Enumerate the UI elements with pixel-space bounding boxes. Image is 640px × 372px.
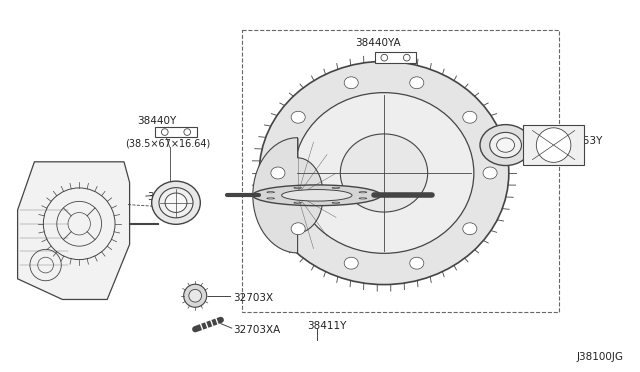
Ellipse shape [463,223,477,235]
Ellipse shape [259,61,509,285]
Ellipse shape [294,187,301,189]
Ellipse shape [344,77,358,89]
Text: 38411Y: 38411Y [307,321,347,331]
Text: (45×75×19.60): (45×75×19.60) [348,68,424,77]
Text: (38.5×67×16.64): (38.5×67×16.64) [125,138,210,148]
Ellipse shape [165,193,187,212]
Bar [155,127,197,137]
Ellipse shape [410,77,424,89]
Circle shape [189,289,202,302]
Ellipse shape [340,134,428,212]
Text: x6: x6 [535,131,547,141]
Ellipse shape [332,187,340,189]
Ellipse shape [483,167,497,179]
Ellipse shape [291,111,305,123]
Ellipse shape [359,192,367,193]
Text: 38453Y: 38453Y [563,137,603,146]
Ellipse shape [497,138,515,152]
Ellipse shape [152,181,200,224]
Circle shape [536,128,571,162]
Text: 32703XA: 32703XA [234,326,281,335]
Text: x10: x10 [346,83,365,92]
Ellipse shape [282,190,352,201]
Text: J38100JG: J38100JG [577,352,624,362]
Ellipse shape [267,198,275,199]
Ellipse shape [271,167,285,179]
Bar [523,125,584,165]
Text: 32703X: 32703X [234,293,274,302]
Ellipse shape [480,125,531,166]
Circle shape [184,284,207,307]
Ellipse shape [267,192,275,193]
Ellipse shape [253,185,381,206]
Ellipse shape [294,93,474,253]
Text: 38440Y: 38440Y [137,116,177,126]
Ellipse shape [159,187,193,218]
Ellipse shape [344,257,358,269]
Polygon shape [18,162,130,299]
Ellipse shape [294,202,301,203]
Text: 38440YA: 38440YA [355,38,401,48]
Bar [375,52,417,63]
Ellipse shape [291,223,305,235]
Ellipse shape [410,257,424,269]
Ellipse shape [463,111,477,123]
Ellipse shape [332,202,340,203]
Bar [242,30,559,312]
Text: 32701Y: 32701Y [147,192,186,202]
Ellipse shape [359,198,367,199]
Ellipse shape [490,132,522,158]
Polygon shape [253,138,323,253]
